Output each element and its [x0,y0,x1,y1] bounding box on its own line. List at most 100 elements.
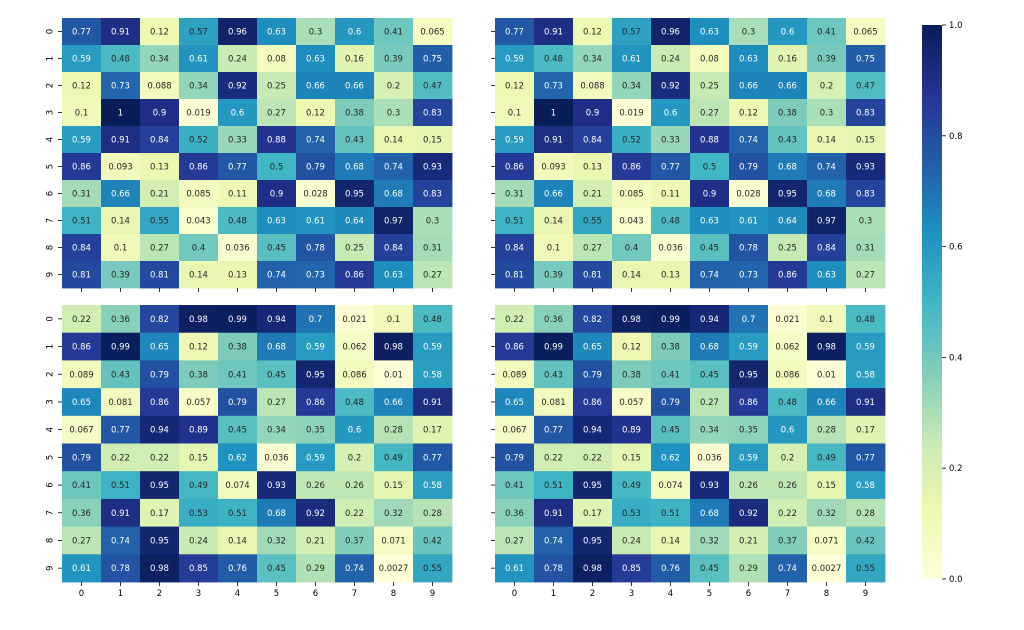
cell-value-label: 0.088 [147,82,171,92]
heatmap-cell [807,443,847,472]
heatmap-cell [651,45,691,73]
heatmap-cell [179,180,219,208]
heatmap-cell [768,388,808,417]
heatmap-cell [257,207,297,235]
heatmap-cell [179,153,219,181]
x-tick-label: 4 [235,589,240,599]
heatmap-cell [651,388,691,417]
cell-value-label: 0.6 [231,109,245,119]
cell-value-label: 0.25 [778,244,797,254]
heatmap-cell [296,471,336,500]
heatmap-cell [296,18,336,46]
cell-value-label: 0.27 [423,271,442,281]
heatmap-cell [179,360,219,389]
heatmap-panel-3: 0.22 0.36 0.82 0.98 0.99 0.94 0.7 0.021 0.1 0.480… [46,305,453,599]
cell-value-label: 0.86 [583,398,602,408]
cell-value-label: 0.021 [342,315,366,325]
heatmap-cell [807,471,847,500]
x-tick-label: 3 [196,589,201,599]
heatmap-cell [729,554,769,583]
heatmap-cell [374,498,414,527]
heatmap-panel-4: 0.22 0.36 0.82 0.98 0.99 0.94 0.7 0.021 0.1 0.480… [491,305,886,599]
heatmap-cell [807,415,847,444]
cell-value-label: 0.92 [739,509,758,519]
colorbar-tick-label: 0.4 [949,353,963,363]
y-tick-label: 5 [46,164,56,169]
cell-value-label: 0.55 [150,217,169,227]
heatmap-cell [218,18,258,46]
cell-value-label: 0.6 [348,426,362,436]
cell-value-label: 0.089 [502,370,526,380]
x-tick-label: 9 [430,589,435,599]
heatmap-cell [140,554,180,583]
cell-value-label: 1 [551,109,556,119]
heatmap-cell [140,180,180,208]
cell-value-label: 0.98 [150,564,169,574]
cell-value-label: 0.065 [420,28,444,38]
heatmap-cell [690,153,730,181]
cell-value-label: 0.01 [384,370,403,380]
heatmap-cell [495,360,535,389]
cell-value-label: 0.27 [856,271,875,281]
cell-value-label: 0.028 [736,190,760,200]
cell-value-label: 0.22 [544,453,563,463]
cell-value-label: 0.65 [505,398,524,408]
cell-value-label: 0.99 [661,315,680,325]
heatmap-cell [101,18,141,46]
heatmap-cell [257,180,297,208]
cell-value-label: 0.4 [625,244,639,254]
cell-value-label: 0.067 [69,426,93,436]
heatmap-cell [62,18,102,46]
cell-value-label: 0.84 [384,244,403,254]
cell-value-label: 0.5 [703,163,717,173]
colorbar: 0.0 0.2 0.4 0.6 0.8 1.0 [922,21,963,585]
cell-value-label: 0.74 [739,136,758,146]
heatmap-cell [573,443,613,472]
heatmap-cell [101,443,141,472]
cell-value-label: 0.01 [817,370,836,380]
cell-value-label: 0.45 [700,370,719,380]
cell-value-label: 0.6 [664,109,678,119]
cell-value-label: 0.48 [345,398,364,408]
x-tick-label: 6 [313,589,318,599]
cell-value-label: 0.86 [345,271,364,281]
cell-value-label: 0.68 [778,163,797,173]
cell-value-label: 0.94 [700,315,719,325]
cell-value-label: 0.58 [423,481,442,491]
cell-value-label: 0.24 [228,55,247,65]
heatmap-cell [296,443,336,472]
cell-value-label: 0.79 [228,398,247,408]
heatmap-cell [335,498,375,527]
heatmap-cell [296,261,336,289]
cell-value-label: 0.43 [345,136,364,146]
heatmap-cell [374,305,414,334]
heatmap-cell [62,153,102,181]
cell-value-label: 0.12 [150,28,169,38]
heatmap-cell [807,180,847,208]
cell-value-label: 0.2 [781,453,795,463]
heatmap-cell [101,526,141,555]
heatmap-cell [807,207,847,235]
heatmap-cell [257,261,297,289]
heatmap-cell [612,498,652,527]
heatmap-cell [534,234,574,262]
x-tick-label: 4 [668,589,673,599]
heatmap-cell [651,554,691,583]
heatmap-cell [768,126,808,154]
cell-value-label: 0.51 [72,217,91,227]
heatmap-cell [140,18,180,46]
cell-value-label: 0.76 [661,564,680,574]
cell-value-label: 0.61 [306,217,325,227]
heatmap-cell [218,207,258,235]
cell-value-label: 0.76 [228,564,247,574]
cell-value-label: 0.41 [505,481,524,491]
heatmap-cell [846,99,886,127]
cell-value-label: 0.99 [544,343,563,353]
heatmap-cell [140,234,180,262]
cell-value-label: 0.61 [739,217,758,227]
cell-value-label: 0.48 [228,217,247,227]
cell-value-label: 0.58 [856,370,875,380]
heatmap-cell [846,526,886,555]
heatmap-cell [573,360,613,389]
cell-value-label: 0.21 [150,190,169,200]
